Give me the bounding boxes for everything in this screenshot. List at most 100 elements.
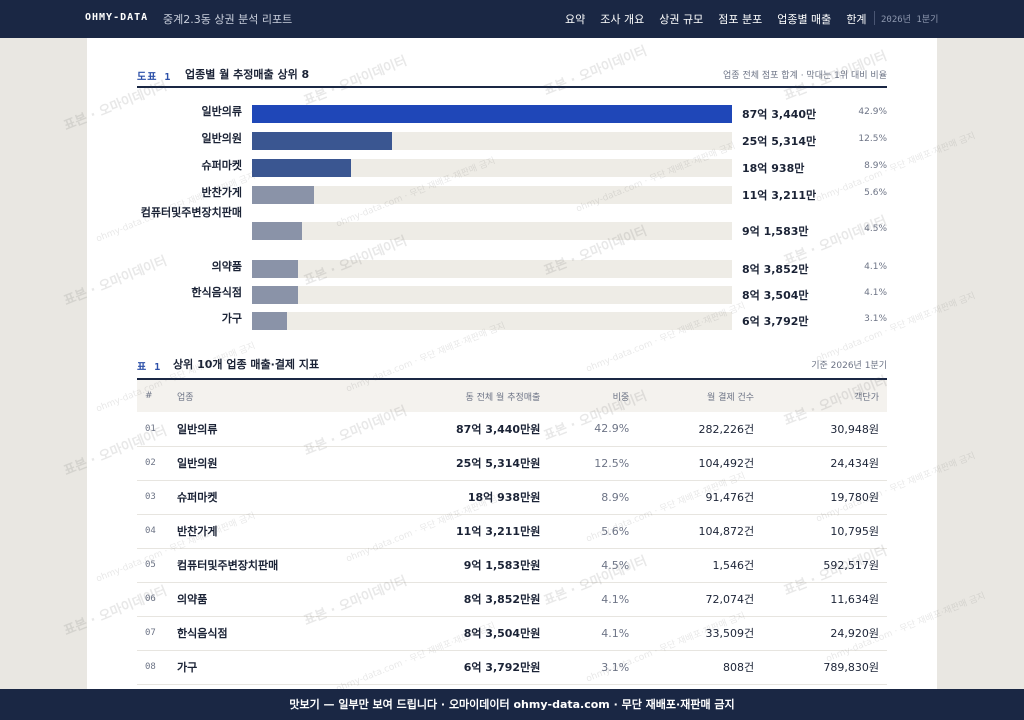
cell-no: 06 bbox=[145, 594, 156, 604]
bar-pct-label: 3.1% bbox=[864, 314, 887, 324]
cell-price: 24,434원 bbox=[830, 457, 879, 470]
preview-footer: 맛보기 — 일부만 보여 드립니다 · 오마이데이터 ohmy-data.com… bbox=[0, 689, 1024, 720]
bar-track bbox=[252, 159, 732, 177]
bar-value-label: 87억 3,440만 bbox=[742, 108, 817, 121]
cell-count: 104,492건 bbox=[698, 457, 755, 470]
table-row: 06 의약품 8억 3,852만원 4.1% 72,074건 11,634원 bbox=[137, 582, 887, 616]
cell-count: 104,872건 bbox=[698, 525, 755, 538]
bar-track bbox=[252, 132, 732, 150]
cell-no: 02 bbox=[145, 458, 156, 468]
nav-divider bbox=[874, 11, 875, 25]
bar-row: 일반의류 87억 3,440만 42.9% bbox=[137, 100, 887, 126]
bar-pct-label: 4.5% bbox=[864, 224, 887, 234]
bar-value-label: 18억 938만 bbox=[742, 162, 805, 175]
cell-share: 4.1% bbox=[601, 592, 630, 606]
cell-name: 의약품 bbox=[177, 593, 208, 606]
bar-category-label: 한식음식점 bbox=[191, 286, 242, 299]
cell-count: 808건 bbox=[722, 661, 755, 674]
cell-name: 일반의류 bbox=[177, 422, 218, 436]
table-row: 02 일반의원 25억 5,314만원 12.5% 104,492건 24,434원 bbox=[137, 446, 887, 480]
bar-value-label: 8억 3,504만 bbox=[742, 289, 809, 302]
cell-share: 12.5% bbox=[594, 456, 630, 470]
nav-item-summary[interactable]: 요약 bbox=[565, 13, 586, 26]
figure-title: 업종별 월 추정매출 상위 8 bbox=[185, 68, 310, 81]
cell-share: 4.1% bbox=[601, 626, 630, 640]
cell-no: 07 bbox=[145, 628, 156, 638]
cell-name: 컴퓨터및주변장치판매 bbox=[177, 559, 279, 572]
bar-pct-label: 42.9% bbox=[858, 107, 887, 117]
cell-price: 30,948원 bbox=[830, 422, 879, 436]
cell-price: 10,795원 bbox=[830, 525, 879, 538]
cell-no: 01 bbox=[145, 423, 156, 434]
nav-item-sales-by-category[interactable]: 업종별 매출 bbox=[777, 13, 832, 26]
bar-category-label: 반찬가게 bbox=[201, 186, 242, 199]
cell-share: 42.9% bbox=[594, 422, 630, 436]
bar-value-label: 6억 3,792만 bbox=[742, 315, 809, 328]
cell-no: 08 bbox=[145, 662, 156, 672]
cell-count: 282,226건 bbox=[698, 422, 755, 436]
cell-sales: 18억 938만원 bbox=[467, 491, 541, 504]
bar-category-label: 컴퓨터및주변장치판매 bbox=[140, 206, 242, 219]
col-header-price: 객단가 bbox=[854, 392, 879, 403]
bar bbox=[252, 312, 288, 330]
bar-pct-label: 5.6% bbox=[864, 188, 887, 198]
cell-count: 72,074건 bbox=[705, 593, 755, 606]
bar bbox=[252, 222, 303, 240]
bar-category-label: 일반의류 bbox=[201, 105, 242, 118]
table-title: 상위 10개 업종 매출·결제 지표 bbox=[173, 358, 320, 371]
bar bbox=[252, 186, 315, 204]
cell-sales: 25억 5,314만원 bbox=[456, 457, 541, 470]
cell-name: 슈퍼마켓 bbox=[177, 491, 218, 504]
cell-name: 한식음식점 bbox=[177, 627, 228, 640]
brand-logo[interactable]: OHMY-DATA bbox=[85, 12, 149, 23]
bar-row: 일반의원 25억 5,314만 12.5% bbox=[137, 127, 887, 153]
col-header-count: 월 결제 건수 bbox=[706, 392, 755, 403]
cell-price: 19,780원 bbox=[830, 491, 879, 504]
table-row: 05 컴퓨터및주변장치판매 9억 1,583만원 4.5% 1,546건 592,517원 bbox=[137, 548, 887, 582]
metrics-table: # 업종 동 전체 월 추정매출 비중 월 결제 건수 객단가 01 일반의류 87… bbox=[137, 380, 887, 685]
cell-share: 4.5% bbox=[601, 558, 630, 572]
quarter-badge: 2026년 1분기 bbox=[881, 15, 939, 25]
bar-value-label: 11억 3,211만 bbox=[742, 189, 817, 202]
nav-item-market-size[interactable]: 상권 규모 bbox=[659, 13, 704, 26]
bar bbox=[252, 286, 298, 304]
nav-item-overview[interactable]: 조사 개요 bbox=[600, 13, 645, 26]
bar-track bbox=[252, 222, 732, 240]
cell-price: 592,517원 bbox=[823, 559, 879, 572]
cell-share: 8.9% bbox=[601, 490, 630, 504]
col-header-share: 비중 bbox=[612, 392, 630, 403]
bar-pct-label: 12.5% bbox=[858, 134, 887, 144]
cell-count: 91,476건 bbox=[705, 491, 755, 504]
section-nav: 요약 조사 개요 상권 규모 점포 분포 업종별 매출 한계 bbox=[565, 11, 867, 27]
cell-price: 24,920원 bbox=[830, 627, 879, 640]
cell-count: 1,546건 bbox=[712, 559, 755, 572]
top-header: OHMY-DATA 중계2.3동 상권 분석 리포트 요약 조사 개요 상권 규… bbox=[0, 0, 1024, 38]
bar-category-label: 의약품 bbox=[211, 260, 242, 273]
table-row: 08 가구 6억 3,792만원 3.1% 808건 789,830원 bbox=[137, 650, 887, 684]
cell-sales: 87억 3,440만원 bbox=[456, 422, 541, 436]
bar-row: 의약품 8억 3,852만 4.1% bbox=[137, 255, 887, 281]
bar-pct-label: 4.1% bbox=[864, 262, 887, 272]
cell-price: 789,830원 bbox=[823, 661, 879, 674]
table-head-row: # 업종 동 전체 월 추정매출 비중 월 결제 건수 객단가 bbox=[137, 380, 887, 412]
cell-sales: 8억 3,504만원 bbox=[463, 627, 541, 640]
bar-row: 반찬가게 11억 3,211만 5.6% bbox=[137, 181, 887, 207]
cell-name: 가구 bbox=[177, 661, 198, 674]
cell-no: 04 bbox=[145, 526, 156, 536]
cell-name: 일반의원 bbox=[177, 457, 218, 470]
figure-header: 도표 1 업종별 월 추정매출 상위 8 업종 전체 점포 합계 · 막대는 1… bbox=[137, 66, 887, 88]
report-title: 중계2.3동 상권 분석 리포트 bbox=[163, 13, 293, 26]
nav-item-limitations[interactable]: 한계 bbox=[846, 13, 867, 26]
nav-item-store-distribution[interactable]: 점포 분포 bbox=[718, 13, 763, 26]
cell-share: 3.1% bbox=[601, 660, 630, 674]
table-label: 표 1 bbox=[137, 362, 162, 373]
bar-category-label: 일반의원 bbox=[201, 132, 242, 145]
bar bbox=[252, 260, 299, 278]
cell-price: 11,634원 bbox=[830, 593, 879, 606]
table-header: 표 1 상위 10개 업종 매출·결제 지표 기준 2026년 1분기 bbox=[137, 354, 887, 380]
cell-name: 반찬가게 bbox=[177, 525, 218, 538]
bar-category-label: 슈퍼마켓 bbox=[201, 159, 242, 172]
bar-pct-label: 4.1% bbox=[864, 288, 887, 298]
bar bbox=[252, 105, 732, 123]
bar bbox=[252, 132, 393, 150]
